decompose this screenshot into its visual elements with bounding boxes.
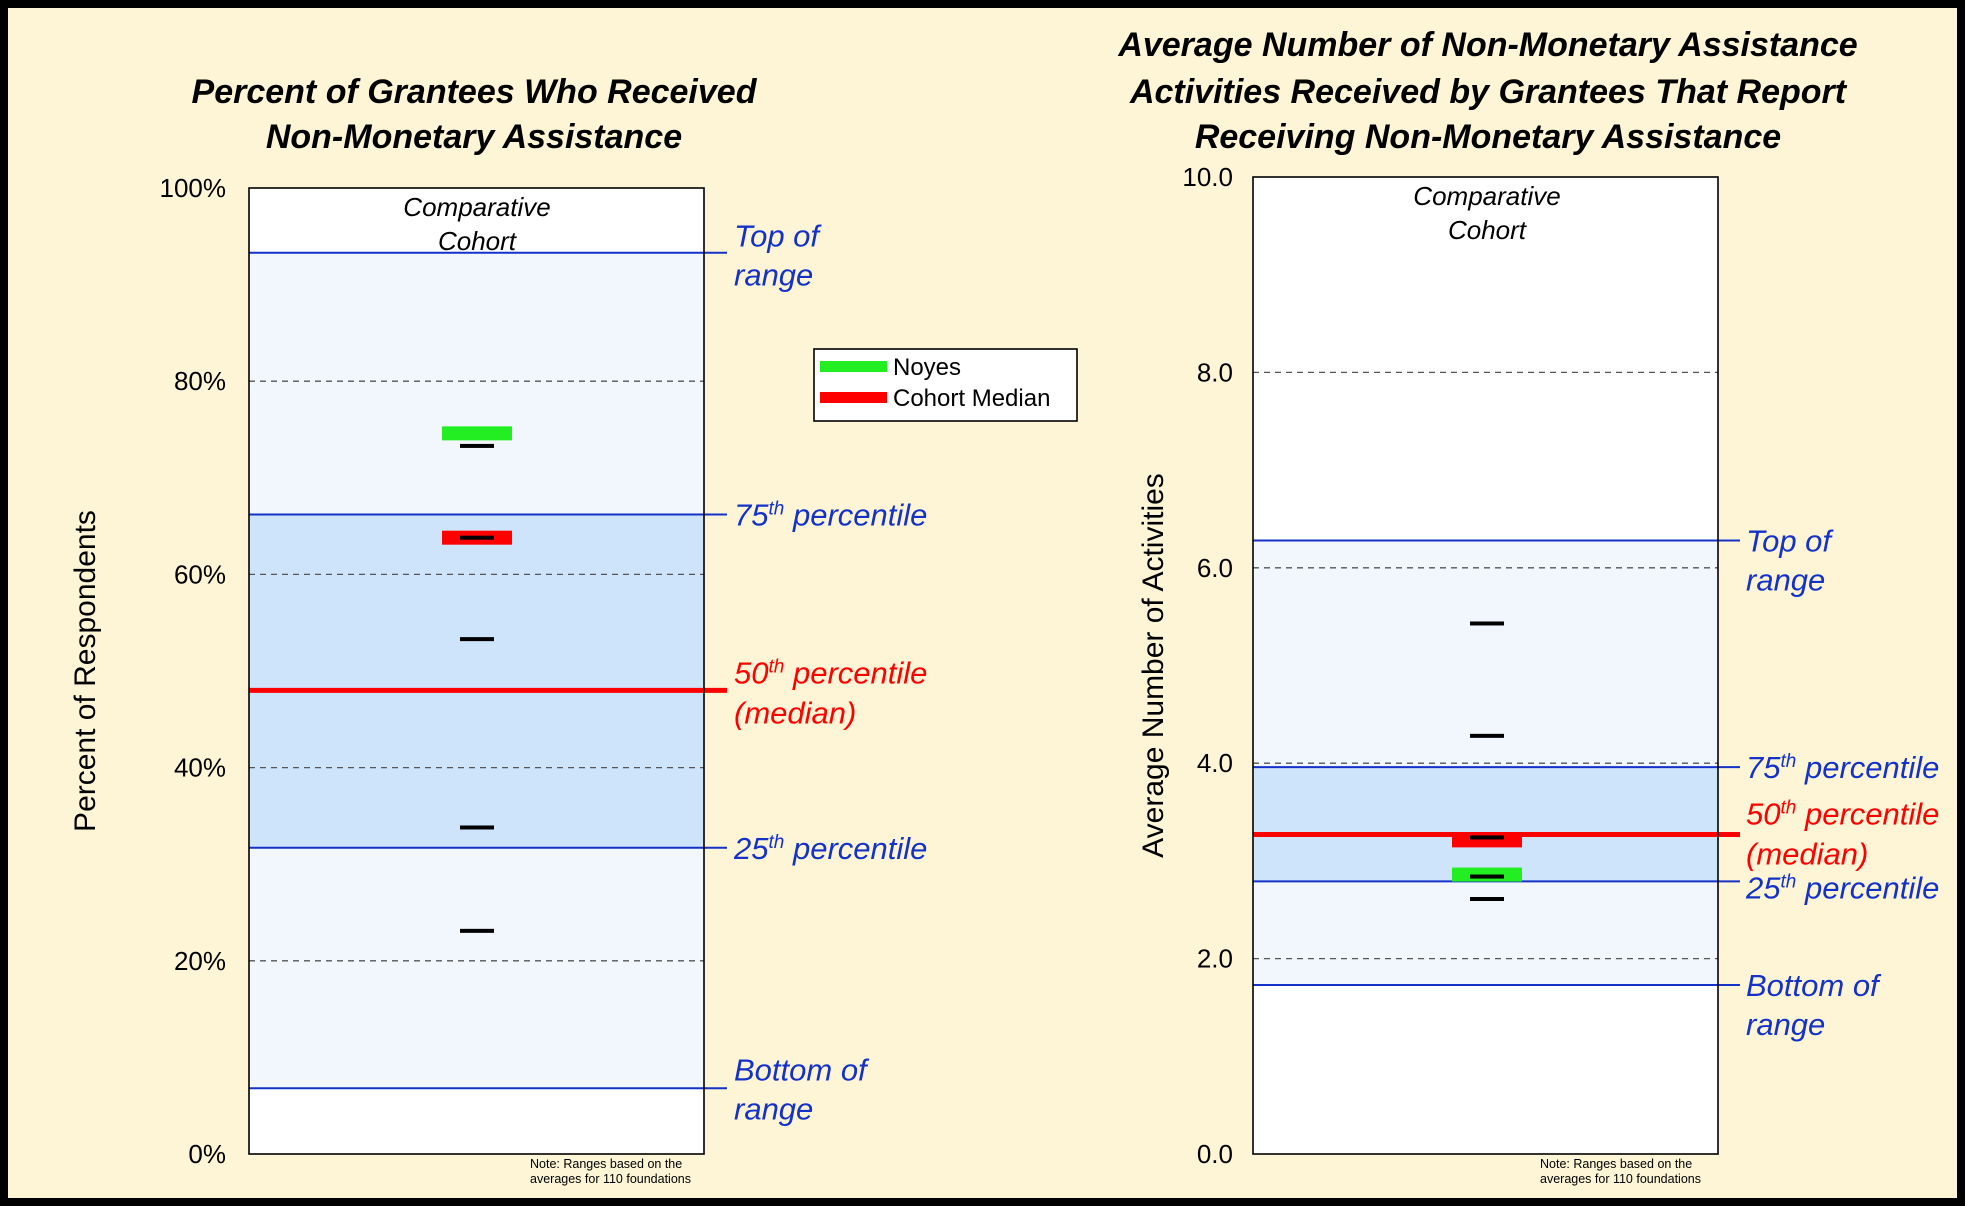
range-label-p25: 25th percentile (1745, 870, 1939, 905)
y-tick-label: 40% (174, 753, 226, 783)
y-tick-label: 100% (160, 173, 227, 203)
range-label-top: range (734, 258, 813, 293)
chart-title-line: Non-Monetary Assistance (266, 118, 682, 156)
plot-border (1252, 176, 1719, 1155)
chart-right: Average Number of Non-Monetary Assistanc… (1117, 26, 1939, 1186)
chart-title-line: Percent of Grantees Who Received (192, 73, 758, 111)
legend: Noyes Cohort Median (813, 348, 1078, 422)
cohort-label-line: Cohort (1448, 215, 1528, 245)
interquartile-band (249, 514, 704, 848)
foundation-tick (1470, 733, 1504, 738)
cohort-label-line: Comparative (1413, 181, 1560, 211)
y-axis-label: Percent of Respondents (69, 510, 102, 832)
y-tick-label: 6.0 (1197, 553, 1233, 583)
note-line: averages for 110 foundations (530, 1172, 691, 1186)
range-label-top: Top of (734, 219, 822, 254)
foundation-tick (460, 825, 494, 830)
legend-swatch (820, 392, 887, 403)
foundation-tick (1470, 874, 1504, 879)
y-tick-label: 4.0 (1197, 748, 1233, 778)
range-label-top: Top of (1746, 523, 1834, 558)
chart-title-line: Receiving Non-Monetary Assistance (1195, 118, 1781, 156)
foundation-tick (1470, 835, 1504, 840)
y-tick-label: 80% (174, 366, 226, 396)
legend-swatch (820, 361, 887, 372)
y-tick-label: 8.0 (1197, 357, 1233, 387)
range-label-median-line2: (median) (734, 695, 856, 730)
legend-label: Cohort Median (893, 385, 1050, 412)
range-label-median: 50th percentile (734, 655, 927, 690)
range-label-bottom: range (1746, 1007, 1825, 1042)
range-label-p25: 25th percentile (733, 831, 927, 866)
range-label-bottom: Bottom of (734, 1052, 870, 1087)
foundation-tick (460, 535, 494, 540)
cohort-median-marker (1452, 833, 1522, 848)
foundation-tick (1470, 621, 1504, 626)
y-tick-label: 10.0 (1182, 162, 1233, 192)
y-tick-label: 60% (174, 559, 226, 589)
range-label-bottom: Bottom of (1746, 968, 1882, 1003)
range-label-top: range (1746, 562, 1825, 597)
y-tick-label: 20% (174, 946, 226, 976)
range-label-median: 50th percentile (1746, 797, 1939, 832)
y-axis-label: Average Number of Activities (1137, 473, 1170, 858)
range-label-p75: 75th percentile (1746, 750, 1939, 785)
y-tick-label: 0% (188, 1139, 226, 1169)
plot-border (248, 187, 705, 1155)
foundation-tick (460, 928, 494, 933)
foundation-tick (460, 443, 494, 448)
note-line: averages for 110 foundations (1540, 1172, 1701, 1186)
legend-label: Noyes (893, 354, 961, 381)
y-tick-label: 2.0 (1197, 944, 1233, 974)
noyes-marker (442, 426, 512, 441)
interquartile-band (1253, 767, 1718, 882)
foundation-tick (460, 637, 494, 642)
chart-left: Percent of Grantees Who Received Non-Mone… (69, 73, 927, 1186)
chart-title-line: Activities Received by Grantees That Rep… (1129, 73, 1848, 111)
note-line: Note: Ranges based on the (530, 1157, 682, 1171)
chart-title-line: Average Number of Non-Monetary Assistanc… (1117, 26, 1857, 64)
range-label-p75: 75th percentile (734, 498, 927, 533)
cohort-label-line: Cohort (438, 226, 518, 256)
foundation-tick (1470, 897, 1504, 902)
cohort-label-line: Comparative (403, 192, 550, 222)
range-label-bottom: range (734, 1091, 813, 1126)
note-line: Note: Ranges based on the (1540, 1157, 1692, 1171)
y-tick-label: 0.0 (1197, 1139, 1233, 1169)
range-label-median-line2: (median) (1746, 837, 1868, 872)
